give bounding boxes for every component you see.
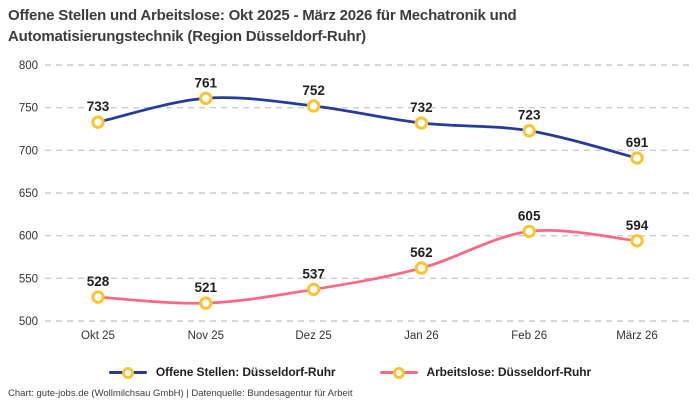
legend-item-arbeitslose[interactable]: Arbeitslose: Düsseldorf-Ruhr — [379, 365, 592, 379]
data-point-value-label: 594 — [626, 218, 649, 233]
y-tick-label: 750 — [19, 103, 38, 115]
data-point-marker[interactable] — [414, 261, 429, 275]
chart-title: Offene Stellen und Arbeitslose: Okt 2025… — [8, 7, 517, 45]
data-point-value-label: 761 — [195, 75, 218, 90]
x-axis-label: Feb 26 — [511, 330, 547, 342]
y-tick-label: 650 — [19, 188, 38, 200]
y-tick-label: 550 — [19, 273, 38, 285]
data-point-marker[interactable] — [199, 91, 213, 105]
y-tick-label: 700 — [19, 145, 38, 157]
legend-label: Arbeitslose: Düsseldorf-Ruhr — [426, 365, 592, 379]
data-point-value-label: 537 — [302, 266, 325, 281]
chart-legend: Offene Stellen: Düsseldorf-Ruhr Arbeitsl… — [0, 360, 700, 384]
y-tick-label: 600 — [19, 231, 38, 243]
legend-marker-icon — [121, 366, 134, 379]
legend-swatch-offene-stellen — [108, 366, 147, 379]
legend-label: Offene Stellen: Düsseldorf-Ruhr — [155, 365, 336, 379]
data-point-value-label: 521 — [195, 280, 218, 295]
legend-item-offene-stellen[interactable]: Offene Stellen: Düsseldorf-Ruhr — [108, 365, 336, 379]
data-point-marker[interactable] — [522, 224, 536, 239]
data-point-marker[interactable] — [522, 124, 536, 138]
data-point-marker[interactable] — [91, 115, 105, 129]
data-point-value-label: 605 — [518, 208, 541, 223]
attribution-footer: Chart: gute-jobs.de (Wollmilchsau GmbH) … — [8, 388, 353, 399]
data-point-marker[interactable] — [414, 116, 429, 130]
data-point-value-label: 691 — [626, 135, 649, 150]
data-point-marker[interactable] — [306, 99, 321, 113]
y-tick-label: 800 — [19, 60, 38, 72]
x-axis-label: Okt 25 — [81, 330, 115, 342]
x-axis-label: Nov 25 — [188, 330, 224, 342]
series-line — [96, 96, 639, 160]
y-tick-label: 500 — [19, 316, 38, 328]
data-point-marker[interactable] — [630, 234, 644, 248]
data-point-value-label: 732 — [410, 100, 433, 115]
data-point-marker[interactable] — [630, 151, 644, 165]
data-point-value-label: 562 — [410, 245, 433, 260]
data-point-value-label: 752 — [302, 83, 325, 98]
data-point-marker[interactable] — [306, 282, 321, 297]
x-axis-label: Dez 25 — [295, 330, 331, 342]
x-axis-label: Jan 26 — [404, 330, 439, 342]
data-point-value-label: 723 — [518, 108, 541, 123]
series-line — [96, 229, 639, 305]
legend-marker-icon — [392, 366, 405, 379]
data-point-value-label: 733 — [87, 99, 110, 114]
data-point-marker[interactable] — [91, 290, 105, 304]
data-point-marker[interactable] — [199, 296, 213, 310]
data-point-value-label: 528 — [87, 274, 110, 289]
x-axis-label: März 26 — [616, 330, 658, 342]
legend-swatch-arbeitslose — [379, 366, 418, 379]
line-chart-canvas: 800 750 700 650 600 550 500 Okt 25 Nov 25 Dez 25 J… — [19, 60, 690, 342]
